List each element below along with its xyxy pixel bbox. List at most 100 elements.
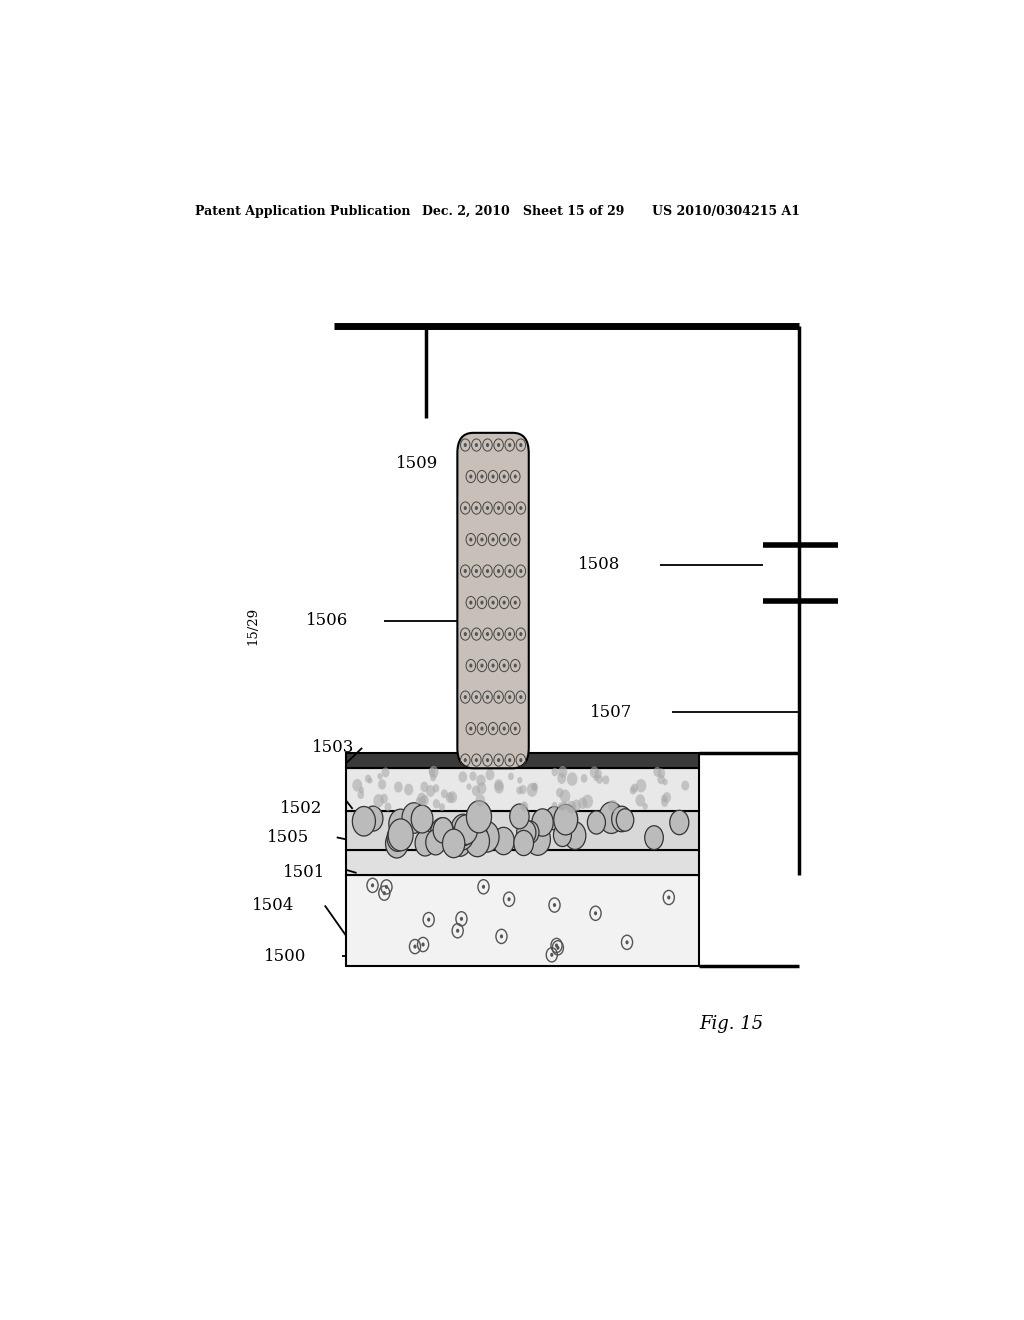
Circle shape [442,829,465,858]
Circle shape [579,797,588,809]
Circle shape [380,793,388,804]
Text: Dec. 2, 2010   Sheet 15 of 29: Dec. 2, 2010 Sheet 15 of 29 [422,205,624,218]
Circle shape [590,767,599,777]
Circle shape [492,601,495,605]
Circle shape [631,784,638,793]
Text: US 2010/0304215 A1: US 2010/0304215 A1 [652,205,800,218]
Circle shape [420,795,429,805]
Circle shape [445,792,455,803]
Circle shape [599,803,624,833]
Circle shape [531,809,553,836]
Circle shape [486,758,489,762]
Circle shape [497,569,500,573]
Circle shape [519,632,522,636]
Circle shape [404,784,414,796]
Text: 1507: 1507 [590,704,632,721]
Circle shape [514,726,517,731]
Circle shape [402,803,426,833]
Circle shape [449,828,471,857]
Circle shape [517,777,522,784]
Circle shape [495,779,504,791]
Circle shape [455,814,477,845]
Circle shape [567,772,578,785]
Circle shape [447,791,457,803]
Circle shape [636,779,646,792]
Circle shape [469,664,472,668]
Circle shape [636,795,645,807]
Circle shape [497,632,500,636]
Circle shape [595,770,602,779]
Circle shape [426,785,435,797]
Circle shape [663,792,671,803]
Circle shape [364,807,383,832]
Circle shape [508,632,511,636]
Circle shape [486,632,489,636]
Circle shape [495,781,504,793]
Circle shape [466,783,472,791]
Circle shape [464,506,467,510]
Circle shape [374,795,384,808]
Circle shape [476,775,485,787]
Circle shape [521,821,539,843]
Circle shape [653,767,662,777]
Text: Fig. 15: Fig. 15 [699,1015,763,1034]
Bar [346,875,699,966]
Circle shape [558,803,564,810]
Circle shape [433,817,453,843]
Text: 1505: 1505 [266,829,309,846]
Circle shape [486,569,489,573]
Circle shape [486,506,489,510]
Circle shape [657,775,665,784]
Circle shape [510,804,529,829]
Circle shape [464,569,467,573]
Circle shape [433,784,439,792]
Circle shape [378,779,386,789]
Text: 1504: 1504 [252,898,295,913]
Circle shape [514,537,517,541]
Circle shape [503,726,506,731]
Circle shape [464,758,467,762]
Circle shape [596,775,603,784]
Circle shape [517,820,536,845]
Circle shape [475,758,478,762]
Circle shape [486,696,489,700]
Circle shape [503,601,506,605]
Circle shape [626,940,629,944]
Circle shape [414,945,417,949]
Circle shape [497,506,500,510]
Circle shape [531,783,538,791]
Circle shape [642,803,648,810]
Bar [346,810,699,850]
Circle shape [469,537,472,541]
Circle shape [550,953,553,957]
Circle shape [464,444,467,447]
Circle shape [581,774,588,783]
Circle shape [430,774,436,781]
Circle shape [521,803,526,809]
Circle shape [519,506,522,510]
Circle shape [564,822,586,850]
Circle shape [472,785,480,796]
Text: 1506: 1506 [306,612,348,630]
Circle shape [611,807,632,832]
Circle shape [492,474,495,479]
Circle shape [497,696,500,700]
Circle shape [663,779,668,785]
Circle shape [608,800,617,812]
Circle shape [503,537,506,541]
Circle shape [416,797,421,804]
Circle shape [415,830,435,855]
Circle shape [556,946,559,950]
Circle shape [668,895,671,899]
Circle shape [500,935,503,939]
Circle shape [594,911,597,915]
Circle shape [486,444,489,447]
Circle shape [508,506,511,510]
Circle shape [552,768,558,776]
Circle shape [514,830,534,855]
Circle shape [460,917,463,921]
Circle shape [426,830,445,855]
Circle shape [385,884,388,888]
Circle shape [508,898,511,902]
Circle shape [492,537,495,541]
